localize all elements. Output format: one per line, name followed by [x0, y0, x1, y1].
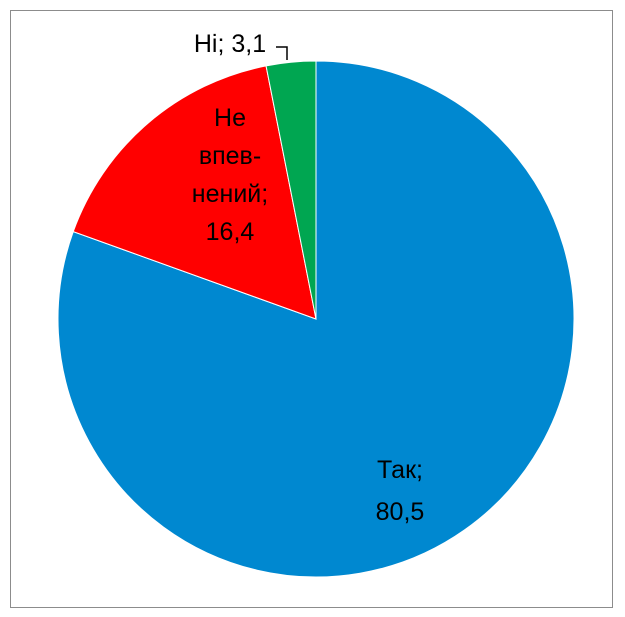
pie-data-labels: Так; 80,5 Не впев-нений; 16,4 Ні; 3,1	[192, 30, 425, 526]
pie-slice-ni	[265, 60, 317, 320]
pie-slice-ne-vpevnenyi	[72, 65, 317, 320]
data-label-tak: Так; 80,5	[376, 456, 425, 526]
data-label-ne-vpevnenyi: Не впев-нений; 16,4	[192, 104, 268, 246]
pie-slices	[57, 60, 575, 578]
data-label-leader-line-ni	[276, 46, 288, 60]
data-label-ni: Ні; 3,1	[194, 30, 266, 58]
